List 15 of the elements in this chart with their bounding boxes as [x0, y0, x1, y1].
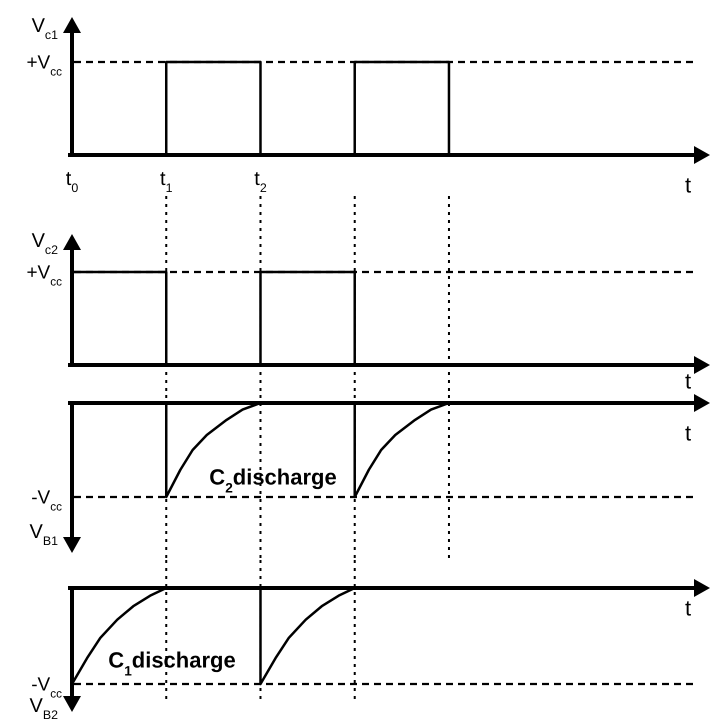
ref-line-label: +V$_{cc}$: [26, 262, 62, 288]
y-axis-title: V$_{c1}$: [32, 15, 58, 42]
ref-line-label: +V$_{cc}$: [26, 52, 62, 78]
x-tick-label: t$_{1}$: [160, 168, 173, 195]
x-axis-title: t: [684, 172, 692, 198]
annotation: C$_{1}$discharge: [108, 648, 236, 678]
x-axis-title: t: [684, 596, 692, 621]
x-tick-label: t$_{2}$: [254, 168, 267, 195]
ref-line-label: -V$_{cc}$: [31, 488, 62, 514]
x-axis-title: t: [684, 420, 692, 446]
y-axis-title: V$_{B1}$: [30, 521, 58, 548]
x-tick-label: t$_{0}$: [66, 168, 78, 195]
annotation: C$_{2}$discharge: [209, 464, 337, 496]
x-axis-title: t: [684, 368, 692, 394]
y-axis-title: V$_{c2}$: [32, 230, 58, 257]
